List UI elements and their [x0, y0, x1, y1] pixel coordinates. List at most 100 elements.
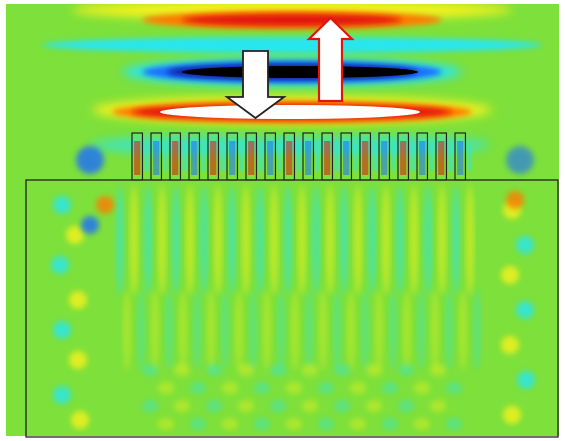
substrate-field [51, 185, 535, 430]
substrate-blob [238, 400, 254, 412]
substrate-fringe [340, 185, 348, 295]
substrate-fringe [256, 185, 264, 295]
substrate-fringe [172, 185, 180, 295]
substrate-fringe [445, 290, 453, 370]
grating-tooth [150, 132, 163, 181]
substrate-fringe [242, 185, 250, 295]
grating-tooth [359, 132, 372, 181]
substrate-blob [302, 364, 318, 376]
grating-field [134, 141, 473, 175]
substrate-fringe [466, 185, 474, 295]
substrate-blob [430, 400, 446, 412]
substrate-blob [174, 364, 190, 376]
grating-hotspot [438, 141, 445, 175]
grating-gap-field [144, 147, 150, 171]
substrate-fringe [312, 185, 320, 295]
substrate-blob [446, 382, 462, 394]
grating [131, 132, 467, 181]
grating-tooth [245, 132, 258, 181]
substrate-blob [142, 364, 158, 376]
substrate-blob [503, 406, 521, 424]
substrate-blob [81, 216, 99, 234]
grating-hotspot [324, 141, 331, 175]
grating-hotspot [153, 141, 160, 175]
substrate-blob [270, 400, 286, 412]
incident-arrow [224, 50, 287, 120]
substrate-blob [446, 418, 462, 430]
grating-tooth [283, 132, 296, 181]
grating-tooth [188, 132, 201, 181]
grating-hotspot [248, 141, 255, 175]
grating-gap-field [334, 147, 340, 171]
grating-gap-field [391, 147, 397, 171]
substrate-fringe [375, 290, 383, 370]
substrate-fringe [305, 290, 313, 370]
substrate-fringe [165, 290, 173, 370]
grating-gap-field [410, 147, 416, 171]
grating-gap-field [429, 147, 435, 171]
substrate-fringe [452, 185, 460, 295]
substrate-blob [516, 301, 534, 319]
grating-gap-field [353, 147, 359, 171]
substrate-fringe [382, 185, 390, 295]
grating-gap-field [201, 147, 207, 171]
substrate-fringe [200, 185, 208, 295]
substrate-blob [51, 256, 69, 274]
substrate-fringe [473, 290, 481, 370]
substrate-blob [398, 400, 414, 412]
substrate-blob [501, 336, 519, 354]
grating-gap-field [296, 147, 302, 171]
substrate-fringe [403, 290, 411, 370]
grating-hotspot [286, 141, 293, 175]
grating-tooth [416, 132, 429, 181]
substrate-blob [142, 400, 158, 412]
substrate-blob [53, 321, 71, 339]
grating-tooth [226, 132, 239, 181]
substrate-fringe [193, 290, 201, 370]
grating-tooth [169, 132, 182, 181]
grating-tooth [131, 132, 144, 181]
substrate-blob [318, 382, 334, 394]
substrate-blob [254, 418, 270, 430]
substrate-blob [506, 191, 524, 209]
substrate-blob [517, 371, 535, 389]
substrate-blob [238, 364, 254, 376]
grating-tooth [397, 132, 410, 181]
substrate-fringe [333, 290, 341, 370]
substrate-fringe [438, 185, 446, 295]
grating-hotspot [191, 141, 198, 175]
grating-gap-field [182, 147, 188, 171]
substrate-fringe [298, 185, 306, 295]
substrate-fringe [291, 290, 299, 370]
substrate-fringe [347, 290, 355, 370]
grating-tooth [264, 132, 277, 181]
grating-hotspot [210, 141, 217, 175]
grating-tooth [321, 132, 334, 181]
grating-gap-field [315, 147, 321, 171]
substrate-fringe [361, 290, 369, 370]
substrate-blob [254, 382, 270, 394]
substrate-blob [190, 418, 206, 430]
grating-hotspot [419, 141, 426, 175]
substrate-blob [430, 364, 446, 376]
substrate-blob [69, 351, 87, 369]
reflected-arrow [306, 16, 355, 103]
substrate-blob [350, 382, 366, 394]
grating-hotspot [229, 141, 236, 175]
substrate-fringe [417, 290, 425, 370]
substrate-fringe [389, 290, 397, 370]
substrate-fringe [284, 185, 292, 295]
substrate-fringe [326, 185, 334, 295]
substrate-fringe [158, 185, 166, 295]
substrate-blob [334, 400, 350, 412]
grating-hotspot [343, 141, 350, 175]
substrate-blob [222, 382, 238, 394]
substrate-fringe [228, 185, 236, 295]
grating-hotspot [267, 141, 274, 175]
grating-tooth [378, 132, 391, 181]
grating-gap-field [372, 147, 378, 171]
substrate-fringe [123, 290, 131, 370]
grating-gap-field [448, 147, 454, 171]
